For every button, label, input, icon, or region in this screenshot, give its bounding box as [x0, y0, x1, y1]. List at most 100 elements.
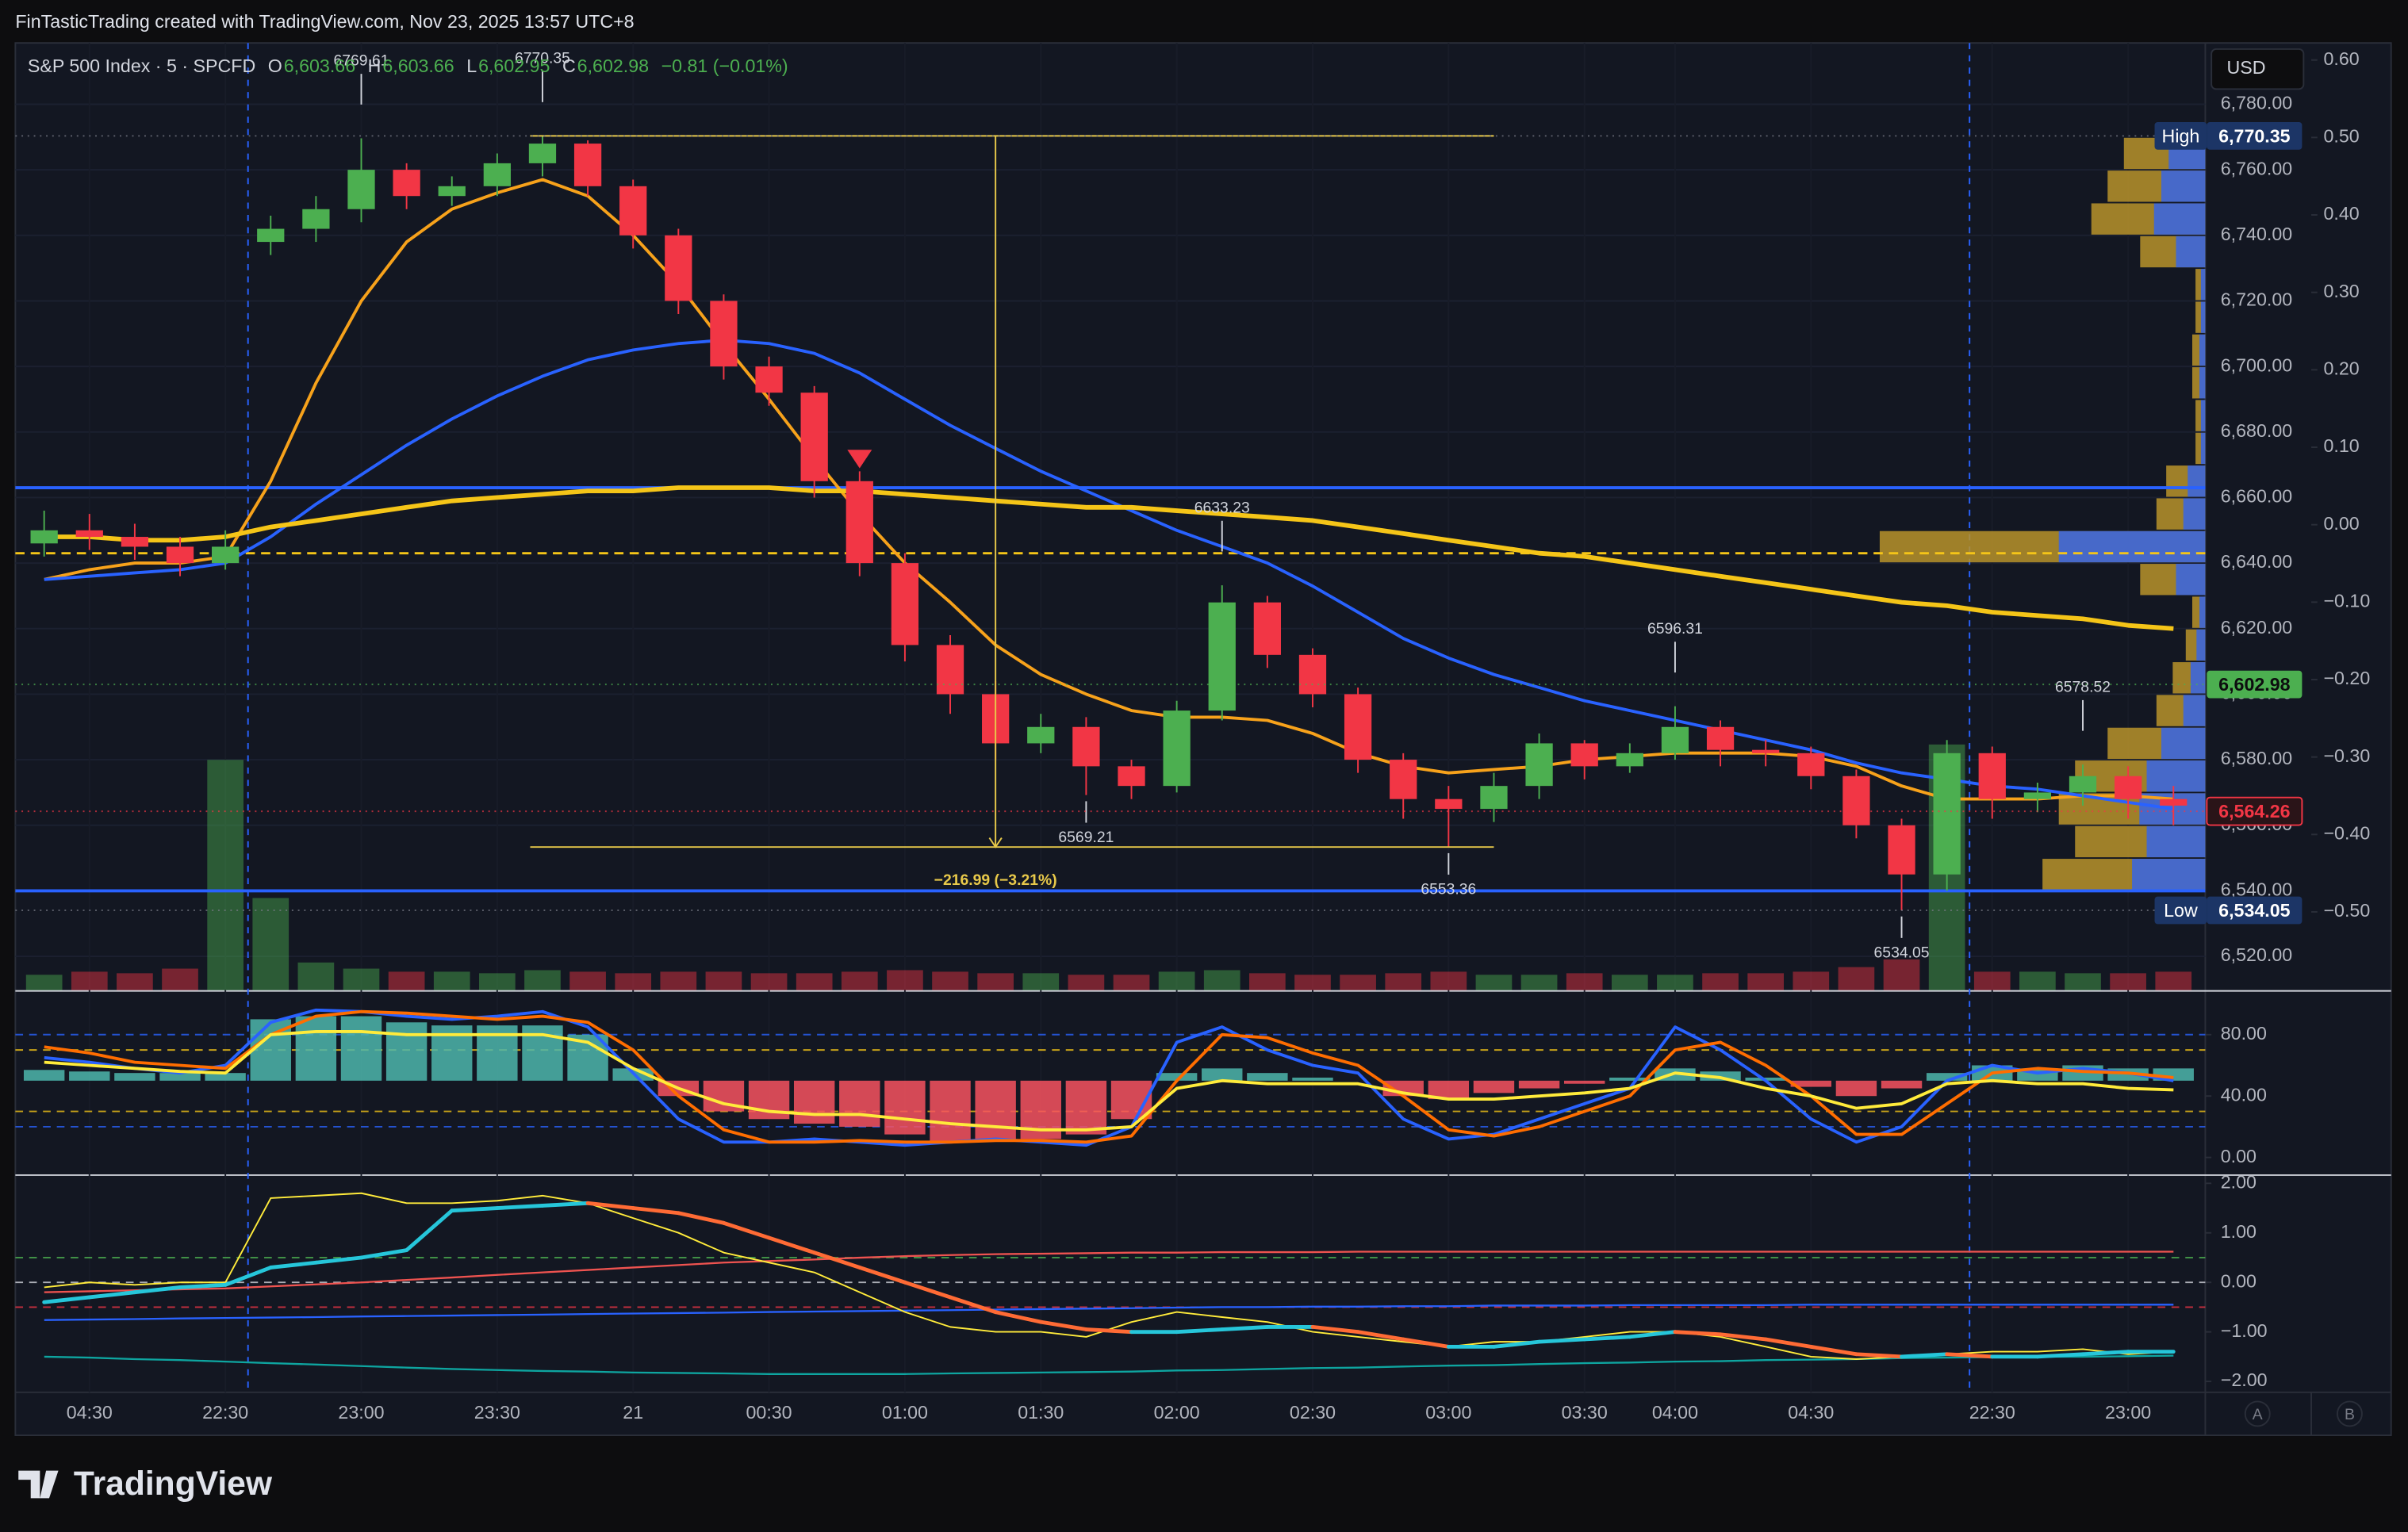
candle-body — [755, 366, 783, 393]
osc-line — [44, 1008, 2174, 1147]
pivot-high-label: 6633.23 — [1194, 499, 1250, 516]
volume-bar — [162, 968, 198, 990]
volume-bar — [660, 971, 697, 990]
brand-name: TradingView — [74, 1465, 273, 1503]
lower-line-segment — [585, 1201, 635, 1210]
volume-bar — [297, 962, 335, 990]
pivot-low-label: 6569.21 — [1058, 829, 1114, 846]
candle-body — [573, 144, 602, 186]
volume-profile-up — [2153, 203, 2206, 235]
volume-bar — [2019, 971, 2056, 990]
x-tick-label: 21 — [623, 1402, 643, 1423]
volume-bar — [1113, 975, 1150, 990]
candle-body — [1298, 654, 1327, 695]
osc-histogram-bar — [1156, 1073, 1198, 1081]
volume-bar — [1294, 975, 1331, 990]
volume-profile-up — [2183, 695, 2206, 726]
volume-bar — [343, 968, 380, 990]
osc-histogram-bar — [1247, 1073, 1288, 1081]
auto-scale-button[interactable] — [2244, 1400, 2271, 1427]
pivot-low-label: 6553.36 — [1421, 881, 1476, 898]
pivot-low-label: 6534.05 — [1874, 944, 1930, 961]
candle-body — [619, 186, 647, 236]
volume-profile-up — [2183, 498, 2206, 530]
volume-profile-up — [2146, 825, 2206, 858]
osc-histogram-bar — [884, 1080, 926, 1135]
volume-bar — [117, 973, 153, 990]
volume-bar — [388, 971, 425, 990]
lower-tick-label: −1.00 — [2221, 1320, 2268, 1341]
osc-line — [44, 1029, 2174, 1132]
y2-tick-label: 0.20 — [2324, 358, 2360, 378]
lower-line-segment — [1763, 1337, 1813, 1349]
volume-profile-up — [2200, 432, 2206, 465]
lower-line-segment — [1582, 1335, 1632, 1342]
y2-tick-label: 0.10 — [2324, 435, 2360, 456]
lower-tick-label: 0.00 — [2221, 1270, 2257, 1291]
lower-line-segment — [268, 1260, 318, 1270]
y-tick-label: 6,620.00 — [2221, 617, 2292, 638]
candle-body — [710, 301, 738, 367]
volume-bar — [977, 973, 1014, 990]
volume-bar — [25, 975, 63, 990]
volume-profile-up — [2196, 629, 2206, 661]
y2-tick-label: 0.30 — [2324, 281, 2360, 301]
pivot-high-label: 6769.61 — [334, 52, 389, 70]
candle-body — [212, 546, 240, 564]
brand-logo — [18, 1470, 59, 1499]
lower-line — [44, 1250, 2174, 1293]
osc-histogram-bar — [340, 1016, 382, 1081]
currency-button[interactable] — [2211, 48, 2305, 90]
volume-bar — [1203, 970, 1240, 990]
log-scale-button[interactable] — [2336, 1400, 2363, 1427]
volume-bar — [1022, 973, 1060, 990]
osc-tick-label: 80.00 — [2221, 1023, 2267, 1044]
ohlc-key: O — [268, 56, 282, 76]
auto-scale-label[interactable]: A — [2253, 1406, 2263, 1423]
y2-tick-label: 0.40 — [2324, 203, 2360, 224]
osc-tick-label: 0.00 — [2221, 1146, 2257, 1166]
logo-dot — [46, 1472, 56, 1482]
candle-body — [257, 228, 285, 243]
volume-bar — [479, 973, 516, 990]
x-tick-label: 22:30 — [202, 1402, 248, 1423]
candle-body — [438, 186, 466, 197]
candle-body — [800, 393, 828, 481]
volume-bar — [1747, 973, 1785, 990]
lower-line-segment — [359, 1248, 409, 1260]
candle-body — [528, 144, 557, 163]
osc-tick-label: 40.00 — [2221, 1084, 2267, 1105]
candle-body — [1888, 825, 1915, 875]
candle-body — [845, 481, 873, 564]
lower-line — [44, 1304, 2174, 1321]
y2-tick-label: 0.50 — [2324, 125, 2360, 146]
price-tag — [2207, 896, 2303, 925]
candle-body — [483, 163, 511, 186]
volume-bar — [705, 971, 742, 990]
volume-bar — [1883, 959, 1920, 990]
lower-line-segment — [1310, 1324, 1360, 1335]
lower-line-segment — [1673, 1330, 1723, 1337]
log-scale-label[interactable]: B — [2345, 1406, 2355, 1423]
lower-line-segment — [1628, 1330, 1678, 1339]
volume-bar — [569, 971, 606, 990]
currency-label[interactable]: USD — [2227, 57, 2266, 78]
x-tick-label: 23:00 — [338, 1402, 384, 1423]
lower-line-segment — [631, 1206, 681, 1216]
x-tick-label: 00:30 — [746, 1402, 792, 1423]
osc-histogram-bar — [69, 1071, 110, 1081]
moving-average — [44, 339, 2174, 810]
volume-bar — [841, 971, 878, 990]
osc-histogram-bar — [159, 1073, 201, 1081]
osc-histogram-bar — [205, 1073, 246, 1081]
ohlc-value: 6,602.95 — [478, 56, 550, 76]
volume-profile-up — [2132, 859, 2206, 890]
candle-body — [1480, 786, 1508, 810]
volume-profile-up — [2200, 269, 2206, 301]
y2-tick-label: −0.40 — [2324, 822, 2371, 843]
candle-body — [2069, 776, 2097, 793]
osc-histogram-bar — [1563, 1080, 1605, 1084]
candle-body — [1570, 743, 1598, 767]
ohlc-value: 6,603.66 — [284, 56, 355, 76]
